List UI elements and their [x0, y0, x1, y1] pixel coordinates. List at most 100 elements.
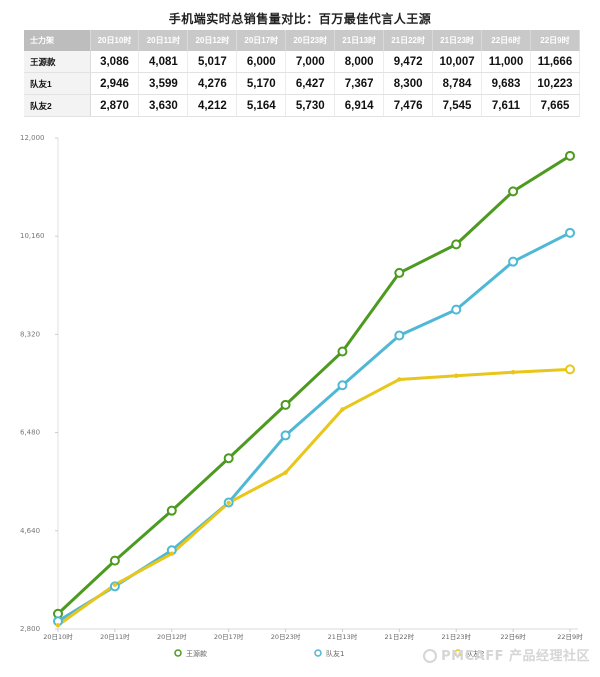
table-cell: 5,164 — [236, 94, 287, 117]
data-point — [283, 470, 288, 475]
sales-line-chart: 2,800 4,640 6,480 8,320 10,160 12,000 20日10时 20… — [20, 134, 583, 658]
series-line-3 — [57, 367, 571, 627]
table-cell: 9,683 — [481, 72, 531, 95]
table-cell: 5,730 — [285, 94, 336, 117]
x-tick-label: 22日9时 — [557, 632, 583, 641]
table-cell: 7,545 — [432, 94, 482, 117]
table-row: 队友2 2,870 3,630 4,212 5,164 5,730 6,914 7,476 7,… — [24, 94, 581, 117]
legend-marker — [454, 649, 462, 657]
watermark: PMCAFF 产品经理社区 — [423, 645, 590, 664]
legend-marker — [174, 649, 182, 657]
table-column-header: 21日13时 — [334, 30, 385, 51]
table-header-row: 士力架 20日10时 20日11时 20日12时 20日17时 20日23时 21日13时… — [24, 30, 581, 51]
data-point — [109, 555, 120, 566]
x-tick-label: 21日22时 — [385, 632, 415, 641]
data-point — [169, 551, 174, 556]
table-column-header: 20日11时 — [138, 30, 189, 51]
data-point — [340, 407, 345, 412]
x-tick-label: 20日11时 — [100, 632, 130, 641]
table-cell: 8,300 — [383, 72, 434, 95]
data-point — [226, 500, 231, 506]
table-cell: 3,630 — [138, 94, 189, 117]
data-point — [508, 256, 519, 267]
x-tick-label: 20日23时 — [271, 632, 301, 641]
data-point — [397, 377, 402, 382]
y-tick-label: 4,640 — [20, 527, 40, 535]
y-tick-label: 6,480 — [20, 429, 40, 437]
table-cell: 8,000 — [334, 51, 385, 73]
y-tick-label: 8,320 — [20, 330, 40, 338]
table-column-header: 20日17时 — [236, 30, 287, 51]
table-column-header: 21日23时 — [432, 30, 482, 51]
table-cell: 7,367 — [334, 72, 385, 95]
table-cell: 8,784 — [432, 72, 482, 95]
table-cell: 7,665 — [530, 94, 581, 117]
data-point — [394, 267, 405, 278]
legend-marker — [314, 649, 322, 657]
data-point — [394, 330, 405, 341]
data-point — [510, 370, 516, 375]
data-point — [280, 399, 291, 410]
page-title: 手机端实时总销售量对比：百万最佳代言人王源 — [168, 12, 432, 26]
x-tick-label: 21日23时 — [441, 632, 471, 641]
table-cell: 5,170 — [236, 72, 287, 95]
y-tick-label: 12,000 — [20, 134, 45, 142]
data-point — [337, 380, 348, 391]
table-corner-label: 士力架 — [24, 30, 91, 51]
data-point — [166, 505, 177, 516]
table-column-header: 20日10时 — [90, 30, 140, 51]
table-column-header: 22日6时 — [481, 30, 531, 51]
table-cell: 2,946 — [90, 72, 140, 95]
table-cell: 7,611 — [481, 94, 531, 117]
data-point — [454, 373, 459, 378]
data-point — [451, 304, 462, 315]
pmcaff-logo-icon — [423, 649, 438, 663]
x-tick-label: 22日6时 — [500, 632, 526, 641]
legend-label: 队友1 — [326, 649, 344, 658]
table-cell: 3,086 — [90, 51, 140, 73]
data-point — [451, 239, 462, 250]
data-point — [508, 186, 519, 197]
table-cell: 6,914 — [334, 94, 385, 117]
table-column-header: 22日9时 — [530, 30, 581, 51]
table-column-header: 21日22时 — [383, 30, 434, 51]
table-cell: 2,870 — [90, 94, 140, 117]
table-cell: 4,081 — [138, 51, 189, 73]
table-cell: 6,000 — [236, 51, 287, 73]
table-cell: 7,000 — [285, 51, 336, 73]
y-tick-label: 2,800 — [20, 625, 40, 633]
watermark-text: PMCAFF 产品经理社区 — [441, 649, 590, 664]
y-tick-label: 10,160 — [20, 232, 45, 240]
table-cell: 10,007 — [432, 51, 482, 73]
data-point — [565, 364, 575, 375]
data-point — [337, 346, 348, 357]
x-tick-label: 20日10时 — [43, 632, 73, 641]
table-cell: 4,276 — [187, 72, 238, 95]
table-row-label: 队友2 — [24, 94, 91, 117]
table-row: 队友1 2,946 3,599 4,276 5,170 6,427 7,367 8,300 8,… — [24, 72, 581, 95]
data-point — [280, 430, 291, 441]
table-cell: 4,212 — [187, 94, 238, 117]
legend-label: 队友2 — [466, 649, 484, 658]
table-cell: 6,427 — [285, 72, 336, 95]
table-column-header: 20日12时 — [187, 30, 238, 51]
table-cell: 11,000 — [481, 51, 531, 73]
legend-label: 王源款 — [186, 649, 207, 658]
sales-table: 士力架 20日10时 20日11时 20日12时 20日17时 20日23时 21日13时… — [24, 30, 581, 117]
x-tick-label: 20日17时 — [214, 632, 244, 641]
table-cell: 3,599 — [138, 72, 189, 95]
table-cell: 9,472 — [383, 51, 434, 73]
x-tick-label: 21日13时 — [328, 632, 358, 641]
table-cell: 10,223 — [530, 72, 581, 95]
table-cell: 7,476 — [383, 94, 434, 117]
data-point — [565, 150, 575, 161]
data-point — [565, 227, 575, 238]
table-row: 王源款 3,086 4,081 5,017 6,000 7,000 8,000 9,472 10… — [24, 51, 581, 73]
table-cell: 11,666 — [530, 51, 581, 73]
table-row-label: 队友1 — [24, 72, 91, 95]
data-point — [112, 582, 118, 587]
data-point — [55, 623, 61, 628]
table-body: 王源款 3,086 4,081 5,017 6,000 7,000 8,000 9,472 10… — [24, 51, 581, 117]
series-line-2 — [57, 231, 571, 623]
